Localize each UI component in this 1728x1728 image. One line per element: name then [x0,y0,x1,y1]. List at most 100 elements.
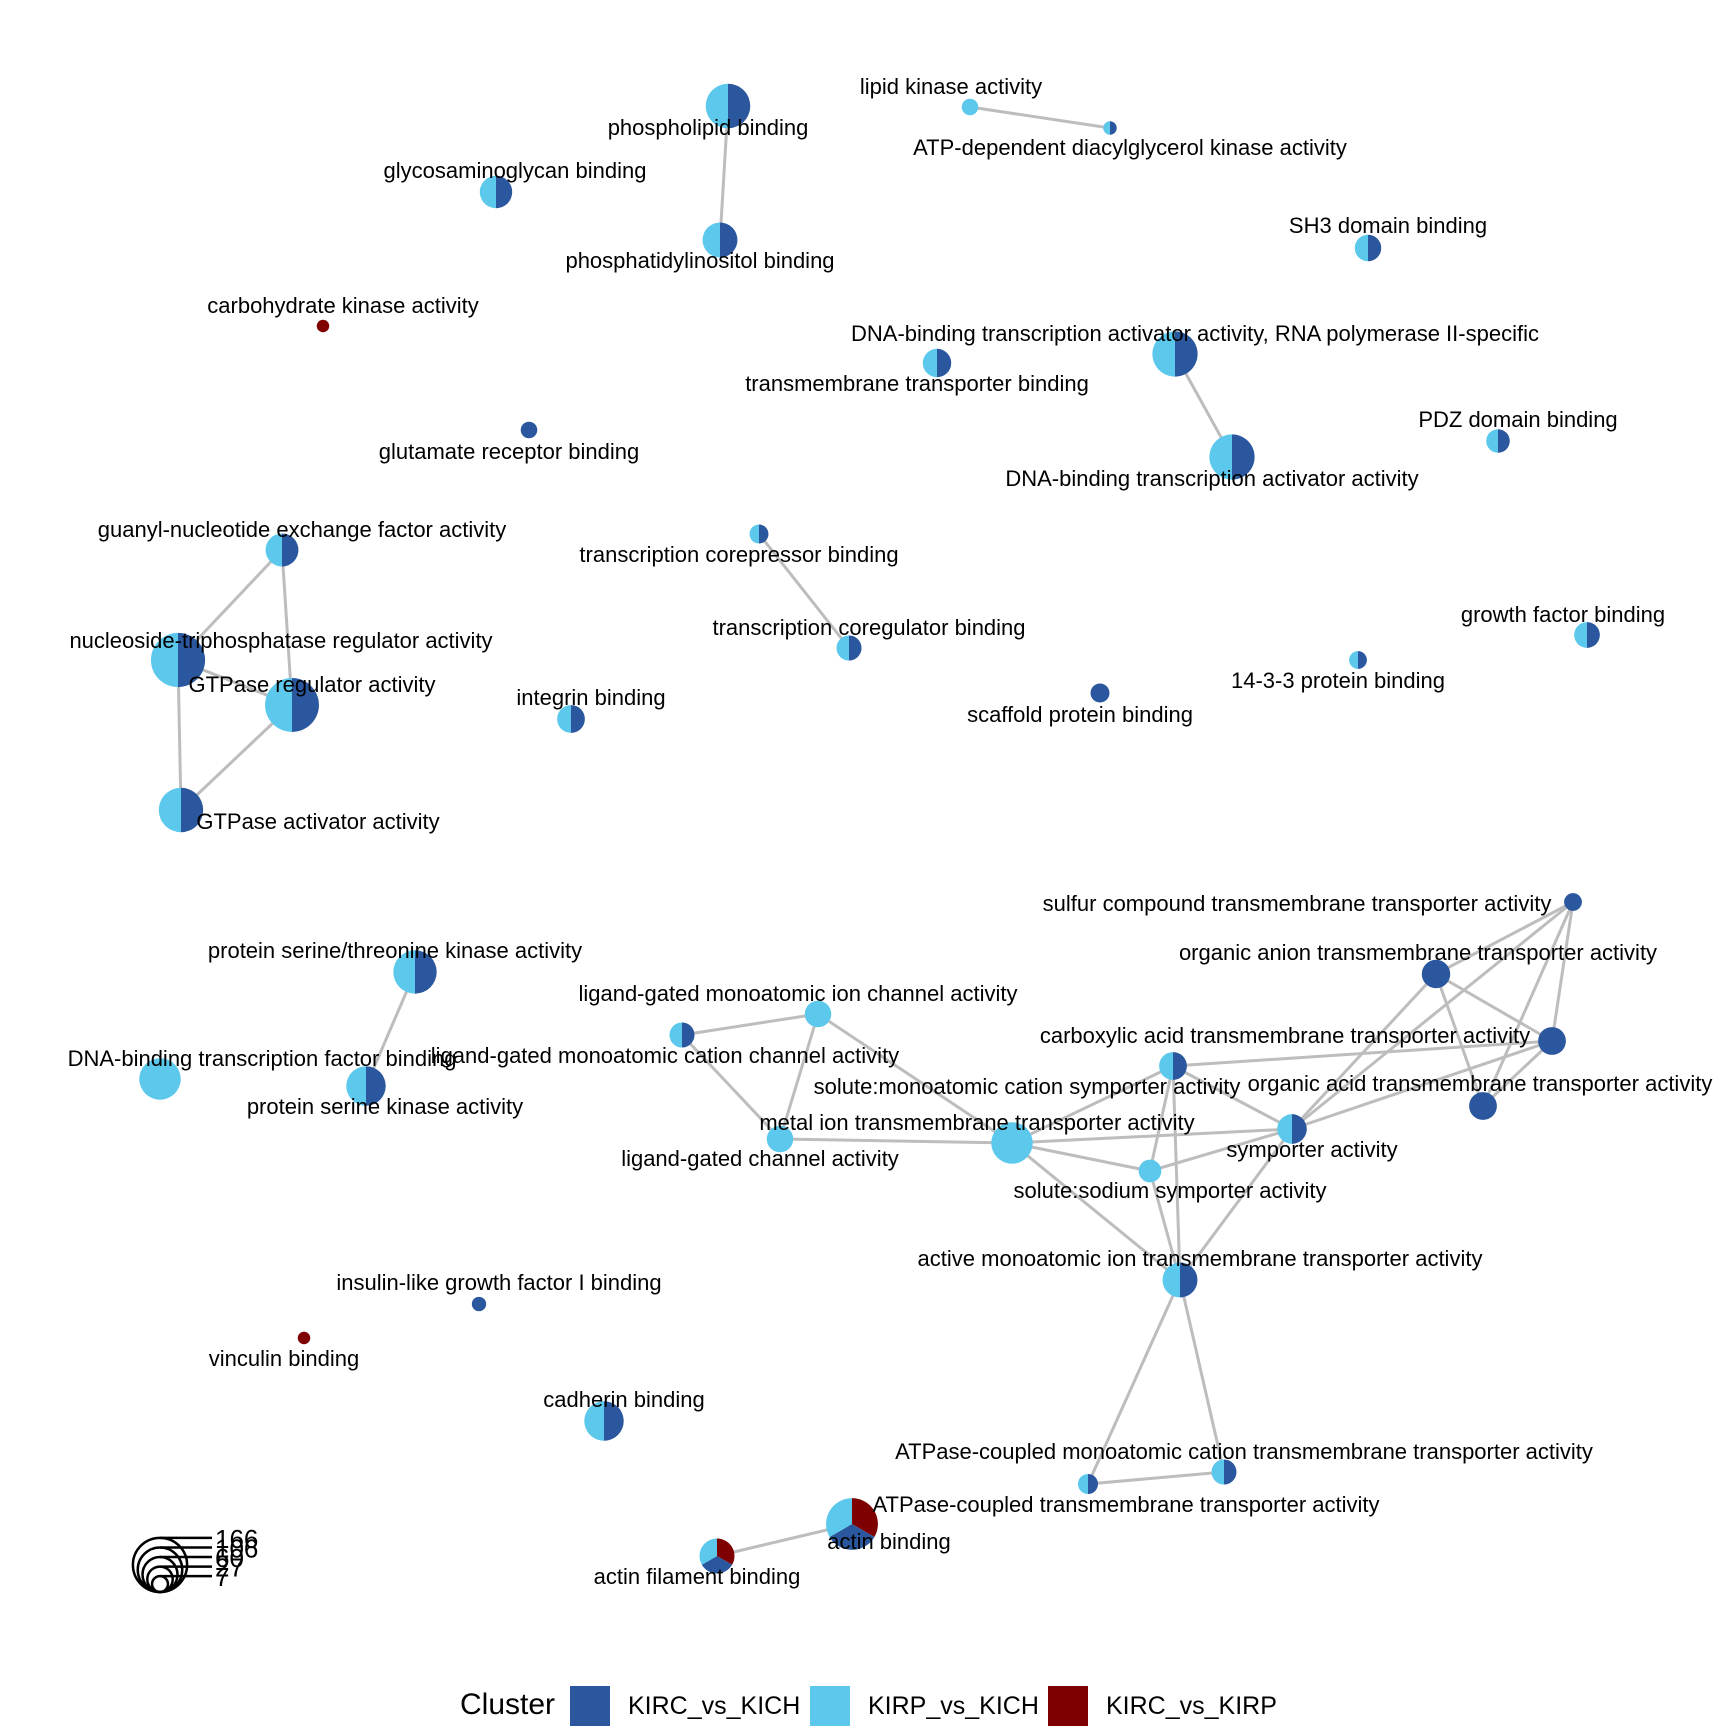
node-actin-filament-binding[interactable] [699,1538,735,1574]
node-vinculin-binding[interactable] [297,1331,311,1345]
node-phosphatidylinositol-binding[interactable] [702,222,738,258]
node-solute-monoatomic-cation-symporter-activity[interactable] [1469,1092,1497,1120]
pie-slice [922,348,937,378]
pie-slice [1088,1474,1098,1494]
node-phospholipid-binding[interactable] [705,83,751,129]
edge [757,533,851,649]
node-label: DNA-binding transcription activator acti… [1005,466,1418,491]
node-cadherin-binding[interactable] [584,1401,624,1441]
node-guanyl-nucleotide-exchange-factor-activity[interactable] [265,533,299,567]
legend-swatch-kirc-vs-kich [570,1686,610,1726]
node-dna-binding-transcription-activator-activity-rna-polymerase-ii-specific[interactable] [1152,331,1198,377]
pie-slice [937,348,952,378]
node-solute-sodium-symporter-activity[interactable] [1138,1159,1162,1183]
pie-slice [265,678,292,732]
node-dna-binding-transcription-activator-activity[interactable] [1209,434,1255,480]
node-growth-factor-binding[interactable] [1574,622,1600,648]
node-sulfur-compound-transmembrane-transporter-activity[interactable] [1564,893,1582,911]
node-ligand-gated-channel-activity[interactable] [766,1125,794,1153]
pie-slice [991,1122,1033,1164]
node-carboxylic-acid-transmembrane-transporter-activity[interactable] [1159,1052,1187,1080]
node-ligand-gated-monoatomic-cation-channel-activity[interactable] [669,1022,695,1048]
node-glutamate-receptor-binding[interactable] [520,421,538,439]
edge [1087,1470,1225,1486]
node-carbohydrate-kinase-activity[interactable] [316,319,330,333]
pie-slice [1152,331,1175,377]
pie-slice [1180,1262,1198,1298]
pie-slice [604,1401,624,1441]
node-symporter-activity[interactable] [1277,1114,1307,1144]
edge [1148,1065,1175,1172]
pie-slice [479,175,496,209]
node-transcription-corepressor-binding[interactable] [749,524,769,544]
pie-slice [1277,1114,1292,1144]
legend-swatch-kirp-vs-kich [810,1686,850,1726]
node-sh3-domain-binding[interactable] [1354,234,1382,262]
node-label: sulfur compound transmembrane transporte… [1043,891,1552,916]
node-organic-anion-transmembrane-transporter-activity[interactable] [1421,959,1451,989]
node-atpase-coupled-monoatomic-cation-transmembrane-transporter-activity[interactable] [1078,1474,1098,1494]
node-label: active monoatomic ion transmembrane tran… [918,1246,1483,1271]
pie-slice [728,83,751,129]
node-transcription-coregulator-binding[interactable] [836,635,862,661]
node-metal-ion-transmembrane-transporter-activity[interactable] [991,1122,1033,1164]
node-label: ATPase-coupled transmembrane transporter… [872,1492,1379,1517]
node-integrin-binding[interactable] [557,705,585,733]
node-dna-binding-transcription-factor-binding[interactable] [139,1058,181,1100]
node-glycosaminoglycan-binding[interactable] [479,175,513,209]
pie-slice [297,1331,311,1345]
edge [1011,1127,1293,1145]
node-gtpase-activator-activity[interactable] [158,787,204,833]
pie-slice [1421,959,1451,989]
pie-slice [717,1538,735,1565]
size-legend-label: 7 [215,1562,229,1592]
edge [779,1137,1013,1145]
node-label: DNA-binding transcription factor binding [68,1046,457,1071]
node-atpase-coupled-transmembrane-transporter-activity[interactable] [1211,1459,1237,1485]
node-scaffold-protein-binding[interactable] [1090,683,1110,703]
size-legend-circle [150,1574,170,1594]
pie-slice [316,319,330,333]
pie-slice [961,98,979,116]
node-label: glycosaminoglycan binding [384,158,647,183]
node-label: actin binding [827,1529,951,1554]
node-label: transmembrane transporter binding [745,371,1089,396]
node-actin-binding[interactable] [826,1498,878,1550]
pie-slice [804,1000,832,1028]
size-legend-circle [131,1536,189,1594]
node-14-3-3-protein-binding[interactable] [1349,651,1367,669]
pie-slice [571,705,585,733]
node-nucleoside-triphosphatase-regulator-activity[interactable] [150,632,206,688]
node-label: vinculin binding [209,1346,359,1371]
node-active-monoatomic-ion-transmembrane-transporter-activity[interactable] [1162,1262,1198,1298]
node-transmembrane-transporter-binding[interactable] [922,348,952,378]
node-label: actin filament binding [594,1564,801,1589]
node-protein-serine-threonine-kinase-activity[interactable] [393,950,437,994]
pie-slice [1486,429,1498,453]
pie-slice [826,1498,852,1537]
edge [1435,900,1574,976]
pie-slice [158,787,181,833]
edge [718,105,730,241]
pie-slice [766,1125,794,1153]
node-protein-serine-kinase-activity[interactable] [346,1066,386,1106]
pie-slice [1175,331,1198,377]
edge [1011,1141,1151,1173]
node-insulin-like-growth-factor-i-binding[interactable] [471,1296,487,1312]
node-label: protein serine/threonine kinase activity [208,938,582,963]
pie-slice [393,950,415,994]
edge [969,105,1111,130]
pie-slice [1469,1092,1497,1120]
edge [680,1033,782,1141]
pie-slice [852,1498,878,1537]
pie-slice [1211,1459,1224,1485]
pie-slice [282,533,299,567]
node-lipid-kinase-activity[interactable] [961,98,979,116]
edge [1290,972,1438,1131]
node-organic-acid-transmembrane-transporter-activity[interactable] [1538,1027,1566,1055]
node-pdz-domain-binding[interactable] [1486,429,1510,453]
node-atp-dependent-diacylglycerol-kinase-activity[interactable] [1103,121,1117,135]
node-gtpase-regulator-activity[interactable] [265,678,319,732]
node-ligand-gated-monoatomic-ion-channel-activity[interactable] [804,1000,832,1028]
